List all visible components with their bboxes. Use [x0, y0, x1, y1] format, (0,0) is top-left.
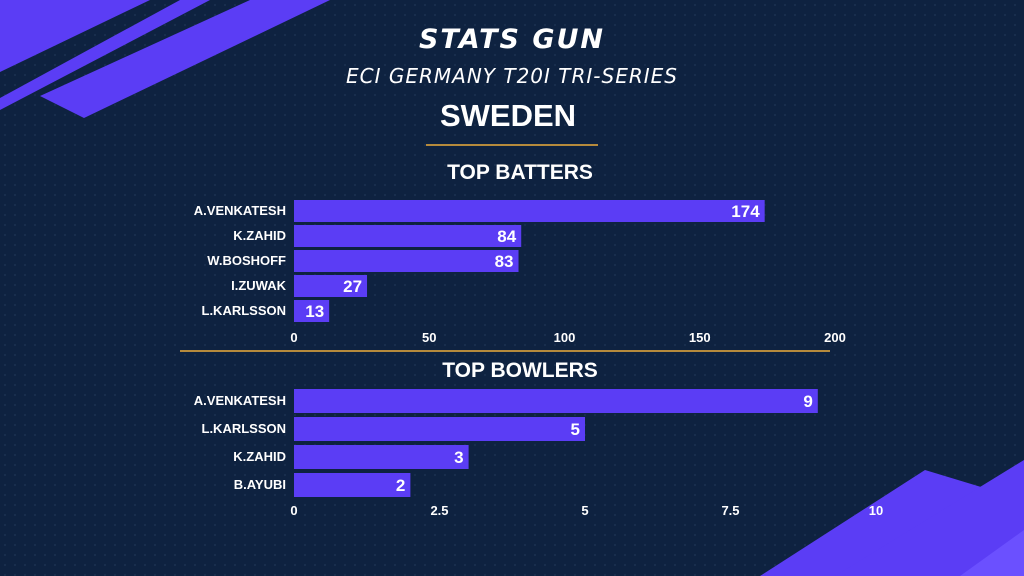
category-label: K.ZAHID [233, 449, 286, 464]
page-title: STATS GUN [418, 24, 606, 55]
bar-value-label: 174 [731, 202, 760, 221]
x-tick-label: 5 [581, 503, 588, 518]
bar [294, 445, 469, 469]
category-label: A.VENKATESH [194, 393, 286, 408]
x-tick-label: 10 [869, 503, 883, 518]
category-label: L.KARLSSON [202, 421, 287, 436]
bar [294, 417, 585, 441]
decor-slash-top-left-3 [0, 0, 210, 110]
batters-title: TOP BATTERS [447, 161, 593, 184]
x-tick-label: 100 [554, 330, 576, 345]
bar [294, 473, 411, 497]
batters-chart: A.VENKATESH 174 K.ZAHID 84 W.BOSHOFF 83 I.ZUWA… [194, 200, 846, 345]
x-tick-label: 7.5 [721, 503, 739, 518]
bar [294, 225, 522, 247]
bowlers-title: TOP BOWLERS [442, 359, 598, 382]
bar-value-label: 3 [454, 448, 463, 467]
bar [294, 389, 818, 413]
bar-value-label: 9 [803, 392, 812, 411]
decor-slash-top-left-2 [40, 0, 330, 118]
bar-value-label: 27 [343, 277, 362, 296]
decor-slash-top-left-1 [0, 0, 150, 72]
x-tick-label: 0 [290, 503, 297, 518]
divider-top [426, 144, 598, 146]
divider-middle [180, 350, 830, 352]
x-tick-label: 50 [422, 330, 436, 345]
category-label: B.AYUBI [234, 477, 286, 492]
decor-slash-bottom-right-3 [960, 530, 1024, 576]
bar-value-label: 2 [396, 476, 405, 495]
x-tick-label: 0 [290, 330, 297, 345]
bar-value-label: 83 [495, 252, 514, 271]
decor-slash-bottom-right-2 [835, 460, 1024, 576]
bar-value-label: 84 [497, 227, 516, 246]
bowlers-chart: A.VENKATESH 9 L.KARLSSON 5 K.ZAHID 3 B.AYUBI 2 0… [194, 389, 883, 518]
team-name: SWEDEN [439, 98, 577, 133]
bar-value-label: 5 [571, 420, 580, 439]
category-label: I.ZUWAK [231, 278, 286, 293]
page-subtitle: ECI GERMANY T20I TRI-SERIES [346, 64, 678, 88]
x-tick-label: 200 [824, 330, 846, 345]
bar [294, 275, 368, 297]
bar-value-label: 13 [305, 302, 324, 321]
x-tick-label: 150 [689, 330, 711, 345]
bar [294, 200, 765, 222]
bar [294, 250, 519, 272]
x-tick-label: 2.5 [430, 503, 448, 518]
category-label: W.BOSHOFF [207, 253, 286, 268]
category-label: A.VENKATESH [194, 203, 286, 218]
category-label: K.ZAHID [233, 228, 286, 243]
category-label: L.KARLSSON [202, 303, 287, 318]
bar [294, 300, 330, 322]
